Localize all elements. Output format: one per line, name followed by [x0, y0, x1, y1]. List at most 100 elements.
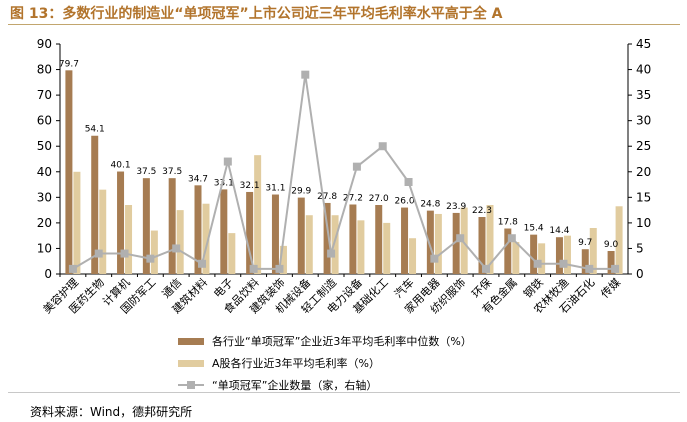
footer-divider: [8, 392, 680, 393]
bar-data-label: 40.1: [111, 161, 131, 171]
bar-data-label: 22.3: [472, 206, 492, 216]
bar-a-share-margin: [434, 213, 442, 274]
line-point-champion-count: [223, 157, 232, 166]
bar-median-margin: [117, 171, 125, 274]
line-point-champion-count: [275, 264, 284, 273]
bar-data-label: 32.1: [240, 181, 260, 191]
bar-a-share-margin: [512, 242, 520, 274]
bar-data-label: 17.8: [498, 218, 518, 228]
bar-median-margin: [452, 212, 460, 274]
bar-median-margin: [297, 197, 305, 274]
bar-data-label: 79.7: [59, 59, 79, 69]
bar-data-label: 26.0: [395, 197, 415, 207]
bar-a-share-margin: [228, 233, 236, 274]
bar-a-share-margin: [150, 230, 158, 274]
line-point-champion-count: [352, 162, 361, 171]
bar-a-share-margin: [176, 210, 184, 274]
line-point-champion-count: [482, 264, 490, 273]
legend-item-a-share-margin: A股各行业近3年平均毛利率（%）: [178, 352, 472, 374]
bar-median-margin: [349, 204, 357, 274]
bar-a-share-margin: [357, 220, 365, 274]
line-point-champion-count: [533, 259, 542, 268]
legend-swatch-median-margin: [178, 337, 204, 345]
left-axis-tick-label: 70: [37, 88, 52, 102]
bar-data-label: 31.1: [265, 184, 285, 194]
line-point-champion-count: [378, 142, 387, 151]
bar-data-label: 34.7: [188, 174, 208, 184]
bar-data-label: 37.5: [162, 167, 182, 177]
right-axis-tick-label: 30: [636, 114, 651, 128]
right-axis-tick-label: 10: [636, 216, 651, 230]
bar-median-margin: [246, 191, 254, 274]
bar-data-label: 27.2: [343, 193, 363, 203]
bar-median-margin: [581, 249, 589, 274]
right-axis-tick-label: 5: [636, 241, 644, 255]
line-point-champion-count: [172, 244, 181, 253]
bar-a-share-margin: [279, 245, 287, 274]
bar-data-label: 23.9: [446, 202, 466, 212]
bar-a-share-margin: [202, 203, 210, 274]
line-point-champion-count: [456, 234, 465, 243]
bar-data-label: 24.8: [420, 200, 440, 210]
line-point-champion-count: [249, 264, 258, 273]
line-point-champion-count: [146, 254, 155, 263]
right-axis-tick-label: 40: [636, 63, 651, 77]
line-point-champion-count: [507, 234, 516, 243]
chart-canvas: 0 10 20 30 40 50 60 70 80 90 0 5 10 15 20 25 30 35 40 45 79.…: [37, 37, 652, 316]
line-point-champion-count: [430, 254, 439, 263]
bar-median-margin: [478, 217, 486, 274]
right-axis-tick-label: 45: [636, 37, 651, 51]
bar-a-share-margin: [486, 205, 494, 274]
bar-median-margin: [168, 178, 176, 274]
bar-a-share-margin: [383, 222, 391, 274]
line-point-champion-count: [404, 178, 413, 186]
right-axis-tick-label: 35: [636, 88, 651, 102]
bar-median-margin: [426, 210, 434, 274]
bar-a-share-margin: [125, 205, 133, 274]
line-point-champion-count: [585, 264, 594, 273]
bar-a-share-margin: [589, 228, 597, 274]
bar-data-label: 29.9: [291, 187, 311, 197]
bar-median-margin: [530, 234, 538, 274]
bar-a-share-margin: [538, 243, 546, 274]
bar-a-share-margin: [409, 238, 417, 274]
line-champion-count: [72, 74, 616, 271]
chart-legend: 各行业“单项冠军”企业近3年平均毛利率中位数（%） A股各行业近3年平均毛利率（…: [178, 330, 472, 396]
bar-data-label: 9.0: [604, 240, 619, 250]
legend-label-median-margin: 各行业“单项冠军”企业近3年平均毛利率中位数（%）: [212, 335, 472, 348]
bar-median-margin: [375, 205, 383, 274]
bar-a-share-margin: [73, 171, 81, 274]
line-point-champion-count: [68, 264, 77, 273]
chart-title: 图 13：多数行业的制造业“单项冠军”上市公司近三年平均毛利率水平高于全 A: [10, 6, 503, 22]
line-point-champion-count: [327, 249, 336, 258]
left-axis-tick-label: 50: [37, 139, 52, 153]
left-axis-tick-label: 40: [37, 165, 52, 179]
bar-data-label: 54.1: [85, 125, 105, 135]
right-axis-tick-label: 25: [636, 139, 651, 153]
bar-median-margin: [142, 178, 150, 274]
bar-a-share-margin: [615, 206, 623, 274]
bar-median-margin: [194, 185, 202, 274]
x-axis-category-label: 传媒: [598, 276, 623, 301]
bar-data-label: 33.1: [214, 178, 234, 188]
legend-item-median-margin: 各行业“单项冠军”企业近3年平均毛利率中位数（%）: [178, 330, 472, 352]
bar-median-margin: [91, 135, 99, 274]
bar-a-share-margin: [563, 235, 571, 274]
left-axis-tick-label: 0: [44, 267, 52, 281]
right-axis-tick-label: 0: [636, 267, 644, 281]
left-axis-tick-label: 90: [37, 37, 52, 51]
line-point-champion-count: [559, 259, 568, 268]
line-point-champion-count: [120, 249, 129, 258]
legend-item-champion-count: “单项冠军”企业数量（家，右轴）: [178, 374, 472, 396]
bar-data-label: 27.8: [317, 192, 337, 202]
legend-swatch-a-share-margin: [178, 359, 204, 367]
bar-median-margin: [607, 251, 615, 274]
right-axis-tick-label: 20: [636, 165, 651, 179]
bar-a-share-margin: [99, 189, 107, 274]
bar-data-label: 9.7: [578, 238, 592, 248]
bar-data-label: 27.0: [369, 194, 389, 204]
legend-label-champion-count: “单项冠军”企业数量（家，右轴）: [212, 379, 378, 392]
bar-data-label: 14.4: [549, 226, 569, 236]
legend-swatch-champion-count: [178, 380, 204, 390]
bar-a-share-margin: [305, 215, 313, 274]
